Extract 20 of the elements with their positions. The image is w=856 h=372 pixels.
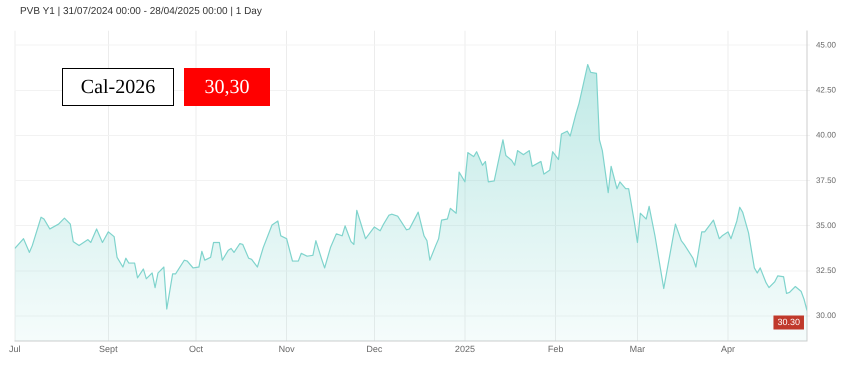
y-tick-label: 42.50 — [816, 86, 837, 95]
x-tick-label: Feb — [548, 344, 564, 354]
y-tick-label: 30.00 — [816, 311, 837, 320]
y-tick-label: 32.50 — [816, 266, 837, 276]
chart-title: PVB Y1 | 31/07/2024 00:00 - 28/04/2025 00:00 | 1 Day — [20, 6, 262, 17]
y-tick-label: 40.00 — [816, 130, 837, 140]
annotation: 30.30 — [777, 317, 800, 328]
x-tick-label: Dec — [366, 344, 383, 354]
x-tick-label: Nov — [278, 344, 296, 354]
x-tick-label: Oct — [188, 344, 204, 354]
x-tick-label: 2025 — [454, 344, 475, 354]
y-tick-label: 35.00 — [816, 220, 837, 230]
y-tick-label: 45.00 — [816, 40, 837, 50]
annotation: Cal-2026 — [62, 68, 174, 106]
x-tick-label: Jul — [8, 344, 21, 354]
x-tick-label: Sept — [99, 344, 118, 354]
x-tick-label: Mar — [630, 344, 646, 354]
annotation: 30,30 — [184, 68, 270, 106]
x-tick-label: Apr — [721, 344, 736, 354]
y-tick-label: 37.50 — [816, 176, 837, 185]
